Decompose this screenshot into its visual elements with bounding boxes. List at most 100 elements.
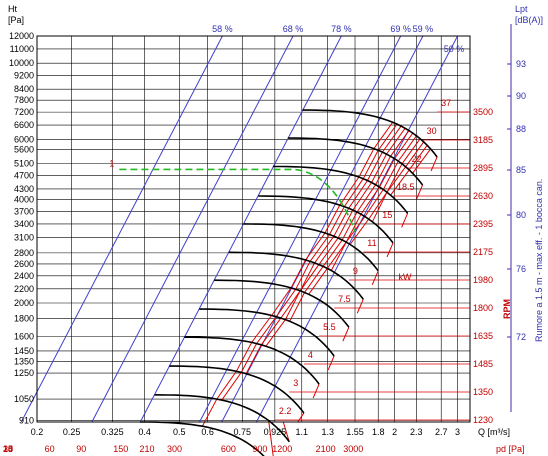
rpm-curve [287, 137, 424, 186]
power-curve [289, 130, 410, 322]
pd-tick-label: 600 [221, 444, 236, 454]
efficiency-line [199, 35, 402, 423]
rpm-curve [214, 279, 350, 328]
efficiency-label: 78 % [331, 24, 352, 34]
power-curve [412, 148, 432, 174]
bottom-tick-label: 1.3 [321, 427, 334, 437]
left-tick-label: 5600 [14, 145, 34, 155]
pd-axis-label: pd [Pa] [496, 444, 525, 454]
left-tick-label: 4000 [14, 195, 34, 205]
pd-tick-label: 30 [3, 444, 13, 454]
pd-tick-label: 150 [113, 444, 128, 454]
motor-power-label: 2.2 [279, 406, 292, 416]
power-curve-tail [386, 242, 394, 258]
rpm-tick-label: 1635 [473, 331, 493, 341]
rpm-tick-label: 2630 [473, 191, 493, 201]
rpm-tick-label: 1230 [473, 415, 493, 425]
pd-tick-label: 15 [3, 444, 13, 454]
noise-tick-label: 90 [516, 91, 526, 101]
rpm-curve [258, 195, 394, 244]
motor-power-label: 30 [427, 126, 437, 136]
bottom-tick-label: 0.2 [31, 427, 44, 437]
left-tick-label: 10000 [9, 58, 34, 68]
motor-power-label: 18.5 [397, 182, 415, 192]
pd-tick-label: 900 [252, 444, 267, 454]
noise-axis-unit: Lpt [515, 4, 528, 14]
power-curve [330, 135, 417, 271]
motor-power-label: 15 [382, 210, 392, 220]
efficiency-label: 59 % [413, 24, 434, 34]
bottom-tick-label: 0.25 [63, 427, 81, 437]
rpm-tick-label: 2395 [473, 219, 493, 229]
power-curve-tail [268, 421, 274, 456]
bottom-tick-label: 0.4 [138, 427, 151, 437]
rpm-tick-label: 1800 [473, 303, 493, 313]
bottom-tick-label: 0.6 [201, 427, 214, 437]
rpm-tick-label: 1485 [473, 359, 493, 369]
left-tick-label: 5100 [14, 159, 34, 169]
power-curve-tail [416, 184, 424, 200]
motor-power-label: 4 [308, 350, 313, 360]
power-curve-tail [297, 412, 305, 423]
bottom-tick-label: 3 [455, 427, 460, 437]
pd-tick-label: 300 [167, 444, 182, 454]
rpm-tick-label: 1980 [473, 275, 493, 285]
rpm-curves [140, 109, 438, 456]
left-tick-label: 4300 [14, 184, 34, 194]
rpm-tick-label: 3185 [473, 135, 493, 145]
noise-tick-label: 85 [516, 165, 526, 175]
power-curve-tail [312, 383, 320, 399]
left-tick-label: 910 [19, 415, 34, 425]
motor-power-label: 37 [441, 98, 451, 108]
noise-axis-label: Rumore a 1.5 m - max eff. - 1 bocca can. [534, 179, 544, 342]
noise-axis-unit: [dB(A)] [515, 15, 543, 25]
rpm-curve [140, 421, 265, 456]
bottom-tick-label: 0.325 [101, 427, 124, 437]
left-tick-label: 3400 [14, 219, 34, 229]
left-tick-label: 6600 [14, 120, 34, 130]
left-tick-label: 1800 [14, 314, 34, 324]
left-tick-label: 2800 [14, 248, 34, 258]
left-tick-label: 7200 [14, 107, 34, 117]
rpm-curve [243, 223, 379, 272]
left-tick-label: 12000 [9, 31, 34, 41]
operating-line-path [119, 168, 356, 232]
motor-power-label: 7.5 [338, 294, 351, 304]
rpm-curve [154, 394, 290, 443]
motor-power-label: 22 [412, 154, 422, 164]
left-tick-label: 1600 [14, 331, 34, 341]
bottom-tick-label: 0.5 [173, 427, 186, 437]
efficiency-line [139, 35, 342, 423]
power-curve-tail [356, 299, 364, 314]
efficiency-label: 58 % [212, 24, 233, 34]
left-tick-label: 1250 [14, 368, 34, 378]
rpm-curve [199, 308, 335, 357]
rpm-curve [302, 109, 438, 158]
left-tick-label: 4700 [14, 171, 34, 181]
noise-tick-label: 80 [516, 210, 526, 220]
left-tick-label: 6000 [14, 134, 34, 144]
q-axis-label: Q [m³/s] [478, 427, 510, 437]
plot-frame [36, 35, 471, 423]
rpm-curve [272, 165, 409, 214]
left-tick-label: 2400 [14, 271, 34, 281]
left-tick-label: 1450 [14, 346, 34, 356]
axes-layer [36, 24, 512, 423]
bottom-tick-label: 1.8 [372, 427, 385, 437]
rpm-curve [184, 336, 320, 385]
left-tick-label: 11000 [10, 44, 34, 54]
pd-tick-label: 90 [76, 444, 86, 454]
bottom-tick-label: 1.1 [295, 427, 308, 437]
pd-tick-label: 24 [3, 444, 13, 454]
left-tick-label: 1050 [14, 394, 34, 404]
bottom-tick-label: 2.7 [435, 427, 448, 437]
power-curve-tail [430, 156, 438, 172]
left-tick-label: 7800 [14, 95, 34, 105]
motor-power-label: 9 [353, 266, 358, 276]
noise-tick-label: 88 [516, 124, 526, 134]
efficiency-line [20, 35, 223, 423]
pd-tick-label: 60 [45, 444, 55, 454]
left-tick-label: 2200 [14, 284, 34, 294]
motor-power-label: 11 [367, 238, 376, 248]
